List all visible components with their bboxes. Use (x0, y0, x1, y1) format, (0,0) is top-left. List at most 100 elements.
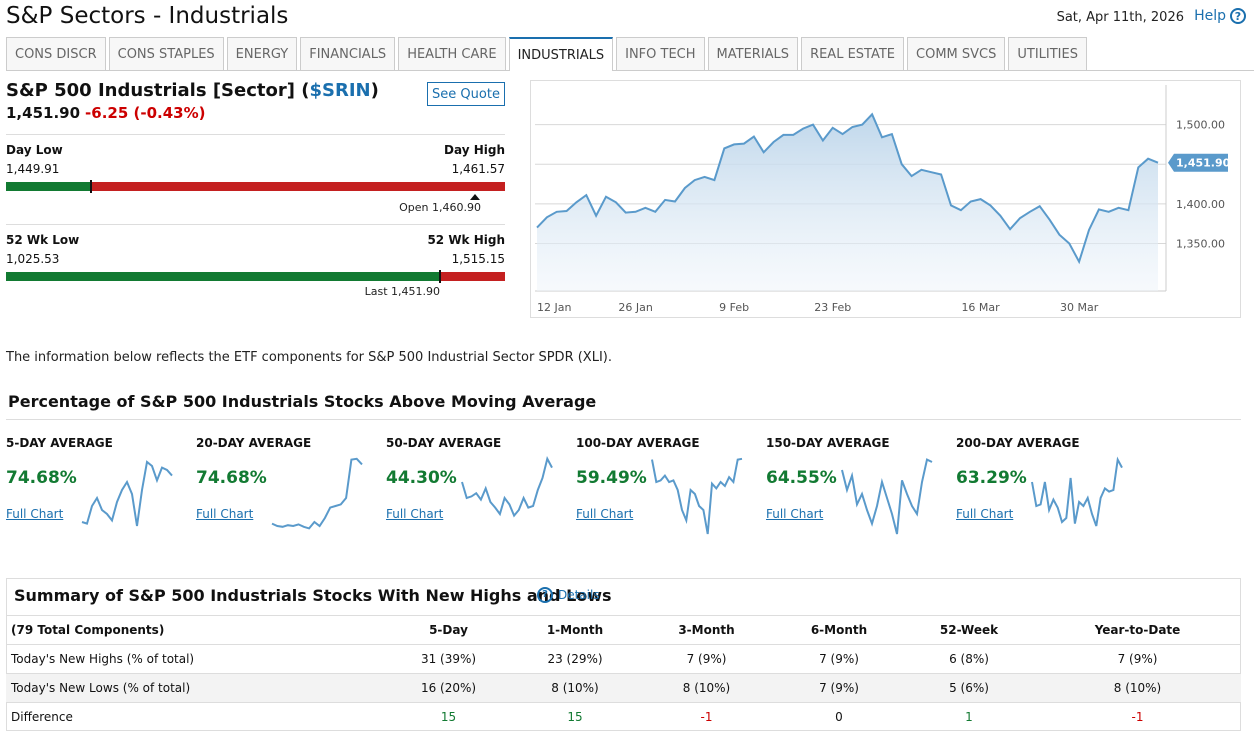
ma-percent: 44.30% (386, 468, 457, 488)
last-label: Last 1,451.90 (364, 285, 440, 298)
ma-name: 50-DAY AVERAGE (386, 436, 502, 450)
tab-cons-staples[interactable]: CONS STAPLES (108, 37, 224, 70)
ma-section-title: Percentage of S&P 500 Industrials Stocks… (8, 392, 597, 411)
date-label: Sat, Apr 11th, 2026 (1056, 10, 1184, 25)
help-link[interactable]: Help ? (1194, 8, 1246, 24)
full-chart-link[interactable]: Full Chart (386, 507, 444, 521)
tab-financials[interactable]: FINANCIALS (300, 37, 396, 70)
ma-panel: 100-DAY AVERAGE 59.49% Full Chart (576, 436, 766, 536)
divider (6, 419, 1241, 420)
price-chart[interactable]: 1,350.00 1,400.00 1,500.00 12 Jan 26 Jan 9 Fe… (530, 80, 1241, 318)
ma-sparkline[interactable] (80, 456, 174, 540)
row-label: Today's New Lows (% of total) (6, 673, 386, 703)
ma-name: 100-DAY AVERAGE (576, 436, 700, 450)
tab-real-estate[interactable]: REAL ESTATE (801, 37, 905, 70)
price-change: -6.25 (-0.43%) (85, 104, 206, 122)
ma-name: 20-DAY AVERAGE (196, 436, 312, 450)
tab-health-care[interactable]: HEALTH CARE (398, 37, 506, 70)
table-cell: 8 (10%) (1034, 673, 1241, 703)
wk52-low-value: 1,025.53 (6, 252, 60, 266)
row-label: Difference (6, 702, 386, 732)
table-cell: 7 (9%) (774, 644, 904, 674)
x-tick-label: 12 Jan (537, 301, 571, 314)
etf-info-text: The information below reflects the ETF c… (6, 350, 612, 365)
full-chart-link[interactable]: Full Chart (956, 507, 1014, 521)
wk52-high-value: 1,515.15 (451, 252, 505, 266)
full-chart-link[interactable]: Full Chart (6, 507, 64, 521)
quote-name: S&P 500 Industrials [Sector] ( (6, 80, 310, 101)
day-range-bar (6, 182, 505, 191)
ma-panel: 5-DAY AVERAGE 74.68% Full Chart (6, 436, 196, 536)
last-price-flag (1168, 153, 1228, 172)
sparkline-path (81, 460, 173, 527)
tab-energy[interactable]: ENERGY (226, 37, 298, 70)
table-cell: -1 (639, 702, 774, 732)
question-icon[interactable]: ? (537, 587, 553, 603)
tab-utilities[interactable]: UTILITIES (1008, 37, 1087, 70)
table-cell: 1 (904, 702, 1034, 732)
ma-panel: 20-DAY AVERAGE 74.68% Full Chart (196, 436, 386, 536)
help-label[interactable]: Help (1194, 8, 1226, 24)
ma-name: 5-DAY AVERAGE (6, 436, 113, 450)
sparkline-path (651, 457, 743, 535)
tab-cons-discr[interactable]: CONS DISCR (6, 37, 106, 70)
wk52-last-marker (439, 270, 442, 283)
tab-info-tech[interactable]: INFO TECH (616, 37, 705, 70)
x-tick-label: 26 Jan (618, 301, 652, 314)
price-line (536, 112, 1159, 265)
quote-price-line: 1,451.90 -6.25 (-0.43%) (6, 104, 205, 122)
quote-title: S&P 500 Industrials [Sector] ($SRIN) (6, 80, 379, 101)
tab-comm-svcs[interactable]: COMM SVCS (907, 37, 1006, 70)
ma-sparkline[interactable] (460, 456, 554, 540)
ma-sparkline[interactable] (270, 456, 364, 540)
column-header: 6-Month (774, 615, 904, 645)
full-chart-link[interactable]: Full Chart (576, 507, 634, 521)
table-cell: 23 (29%) (511, 644, 639, 674)
column-header: 3-Month (639, 615, 774, 645)
last-price: 1,451.90 (6, 104, 81, 122)
table-cell: 6 (8%) (904, 644, 1034, 674)
details-link[interactable]: ? Details (537, 587, 600, 603)
sector-tabs: CONS DISCR CONS STAPLES ENERGY FINANCIALS HE… (6, 37, 1254, 71)
sparkline-path (1031, 456, 1123, 527)
see-quote-button[interactable]: See Quote (427, 82, 505, 106)
details-label[interactable]: Details (558, 588, 600, 602)
wk52-low-label: 52 Wk Low (6, 233, 80, 247)
day-low-value: 1,449.91 (6, 162, 60, 176)
price-area (537, 114, 1158, 291)
sparkline-path (461, 456, 553, 518)
table-cell: 7 (9%) (639, 644, 774, 674)
help-icon[interactable]: ? (1230, 8, 1246, 24)
ma-percent: 74.68% (196, 468, 267, 488)
day-range-fill (6, 182, 91, 191)
ma-name: 200-DAY AVERAGE (956, 436, 1080, 450)
full-chart-link[interactable]: Full Chart (766, 507, 824, 521)
column-header: 1-Month (511, 615, 639, 645)
table-cell: -1 (1034, 702, 1241, 732)
tab-industrials[interactable]: INDUSTRIALS (508, 37, 614, 71)
table-row: Difference 15 15 -1 0 1 -1 (6, 702, 1241, 732)
ma-sparkline[interactable] (650, 456, 744, 540)
day-high-label: Day High (444, 143, 505, 157)
last-price-label: 1,451.90 (1176, 157, 1231, 170)
ma-panel: 50-DAY AVERAGE 44.30% Full Chart (386, 436, 576, 536)
open-marker-icon (470, 194, 481, 200)
ma-percent: 74.68% (6, 468, 77, 488)
table-cell: 15 (511, 702, 639, 732)
ma-percent: 59.49% (576, 468, 647, 488)
full-chart-link[interactable]: Full Chart (196, 507, 254, 521)
ma-sparkline[interactable] (1030, 456, 1124, 540)
table-cell: 0 (774, 702, 904, 732)
x-tick-label: 30 Mar (1060, 301, 1099, 314)
price-chart-svg[interactable]: 1,350.00 1,400.00 1,500.00 12 Jan 26 Jan 9 Fe… (531, 81, 1240, 317)
ma-sparkline[interactable] (840, 456, 934, 540)
sparkline-path (271, 457, 363, 530)
table-cell: 7 (9%) (1034, 644, 1241, 674)
tab-materials[interactable]: MATERIALS (707, 37, 799, 70)
y-tick-label: 1,350.00 (1176, 237, 1225, 250)
sparkline-path (841, 458, 933, 535)
highs-lows-title: Summary of S&P 500 Industrials Stocks Wi… (14, 586, 612, 605)
symbol-link[interactable]: $SRIN (309, 80, 371, 101)
ma-panel: 150-DAY AVERAGE 64.55% Full Chart (766, 436, 956, 536)
table-cell: 15 (386, 702, 511, 732)
